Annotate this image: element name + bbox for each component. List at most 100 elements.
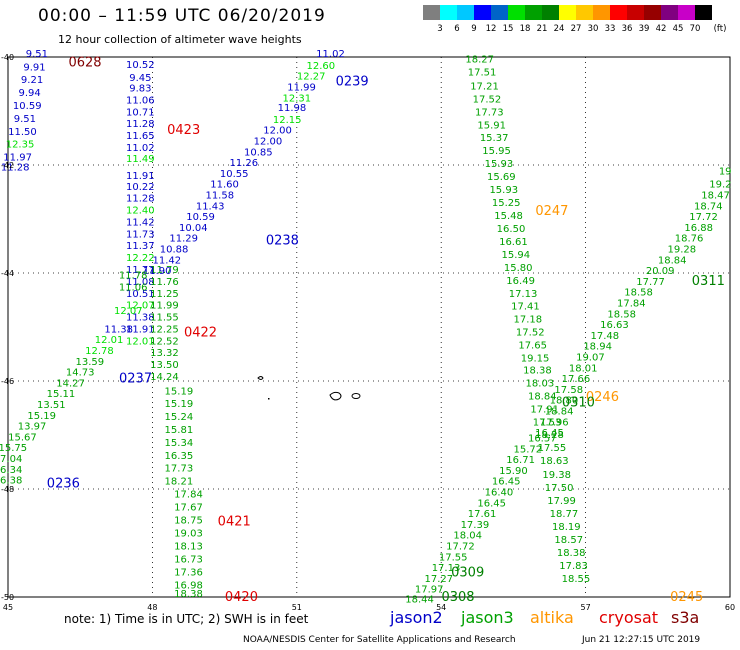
track-time-label: 0246 — [586, 390, 619, 405]
wave-height-value: 16.88 — [684, 223, 713, 234]
wave-height-value: 18.27 — [465, 54, 494, 65]
legend-label: 45 — [672, 24, 684, 34]
wave-height-value: 20.09 — [646, 266, 675, 277]
satellite-cryosat: cryosat — [599, 608, 659, 627]
wave-height-value: 15.91 — [477, 120, 506, 131]
wave-height-value: 9.94 — [19, 88, 41, 99]
track-0246: 0246 — [586, 390, 619, 405]
track-0239: 11.0212.6012.2711.9912.3111.9812.1512.00… — [143, 49, 369, 277]
wave-height-value: 15.25 — [492, 198, 521, 209]
wave-height-value: 11.38 — [126, 313, 155, 324]
legend-swatch-14 — [661, 5, 678, 20]
wave-height-value: 17.51 — [468, 67, 497, 78]
wave-height-value: 17.58 — [554, 385, 583, 396]
wave-height-value: 12.07 — [114, 306, 143, 317]
wave-height-value: 17.91 — [530, 404, 559, 415]
wave-height-value: 16.63 — [600, 320, 629, 331]
wave-height-value: 11.08 — [126, 277, 155, 288]
track-time-label: 0628 — [68, 55, 101, 70]
map-subtitle: 12 hour collection of altimeter wave hei… — [58, 33, 302, 46]
wave-height-value: 11.90 — [143, 266, 172, 277]
legend-labels: 3 6 9 12 15 18 21 24 27 30 33 36 39 42 45 70 (ft) — [423, 24, 729, 36]
track-0247: 18.27 17.51 17.21 17.52 17.73 15.91 15.37 15.95… — [465, 54, 590, 584]
legend-swatch-7 — [542, 5, 559, 20]
x-tick-label: 60 — [725, 603, 735, 612]
wave-height-value: 18.94 — [583, 342, 612, 353]
wave-height-value: 16.45 — [535, 428, 564, 439]
satellite-s3a: s3a — [671, 608, 700, 627]
wave-height-value: 16.34 — [0, 465, 22, 476]
track-time-label: 0237 — [119, 371, 152, 386]
legend-unit: (ft) — [713, 24, 727, 34]
wave-height-legend: 3 6 9 12 15 18 21 24 27 30 33 36 39 42 45 70 (ft) — [423, 5, 729, 37]
x-tick-label: 54 — [436, 603, 446, 612]
wave-height-value: 9.83 — [129, 84, 151, 95]
legend-swatch-3 — [474, 5, 491, 20]
legend-swatch-6 — [525, 5, 542, 20]
track-time-label: 0247 — [535, 204, 568, 219]
wave-height-value: 15.34 — [165, 438, 194, 449]
wave-height-value: 11.28 — [126, 194, 155, 205]
wave-height-value: 17.52 — [516, 328, 545, 339]
legend-swatch-11 — [610, 5, 627, 20]
legend-swatch-15 — [678, 5, 695, 20]
wave-height-value: 11.98 — [278, 103, 307, 114]
legend-swatch-10 — [593, 5, 610, 20]
wave-height-value: 10.85 — [244, 147, 273, 158]
wave-height-value: 17.48 — [591, 331, 620, 342]
map-grid — [7, 56, 731, 598]
legend-color-bar — [423, 5, 712, 20]
wave-height-value: 17.55 — [439, 552, 468, 563]
wave-height-value: 10.52 — [126, 60, 155, 71]
wave-height-value: 18.55 — [562, 574, 591, 585]
legend-label: 15 — [502, 24, 514, 34]
track-0420: 0420 — [225, 590, 258, 605]
track-time-label: 0245 — [670, 590, 703, 605]
map-frame — [7, 56, 731, 598]
wave-height-value: 17.50 — [545, 483, 574, 494]
wave-height-value: 19 — [719, 167, 732, 178]
wave-height-value: 15.37 — [480, 133, 509, 144]
legend-label: 70 — [689, 24, 701, 34]
wave-height-value: 16.45 — [492, 477, 521, 488]
wave-height-value: 11.02 — [126, 143, 155, 154]
wave-height-value: 10.59 — [13, 101, 42, 112]
wave-height-value: 15.81 — [165, 425, 194, 436]
wave-height-value: 15.93 — [489, 185, 518, 196]
wave-height-value: 17.53 — [533, 417, 562, 428]
wave-height-value: 17.73 — [165, 464, 194, 475]
island-outline — [257, 376, 264, 380]
wave-height-value: 15.69 — [487, 172, 516, 183]
wave-height-value: 16.50 — [497, 224, 526, 235]
wave-height-value: 17.27 — [424, 574, 453, 585]
legend-swatch-13 — [644, 5, 661, 20]
track-0308: 0308 — [441, 590, 474, 605]
wave-height-value: 14.73 — [66, 368, 95, 379]
wave-height-value: 10.59 — [186, 212, 215, 223]
wave-height-value: 18.80 — [550, 396, 579, 407]
wave-height-value: 14.24 — [150, 372, 179, 383]
legend-swatch-9 — [576, 5, 593, 20]
wave-height-value: 11.65 — [126, 131, 155, 142]
wave-height-value: 11.78 — [119, 270, 148, 281]
axis-tick-labels: 45 48 51 54 57 60 -40 -42 -44 -46 -48 -50 — [1, 53, 735, 612]
track-time-label: 0236 — [47, 477, 80, 492]
wave-height-value: 18.76 — [675, 234, 704, 245]
legend-swatch-5 — [508, 5, 525, 20]
wave-height-value: 15.75 — [0, 443, 27, 454]
wave-height-value: 13.32 — [150, 348, 179, 359]
wave-height-value: 17.36 — [174, 567, 203, 578]
wave-height-value: 18.84 — [545, 406, 574, 417]
wave-height-value: 17.84 — [617, 298, 646, 309]
wave-height-value: 11.28 — [1, 162, 30, 173]
legend-swatch-16 — [695, 5, 712, 20]
units-note: note: 1) Time is in UTC; 2) SWH is in fe… — [64, 612, 309, 626]
wave-height-value: 12.00 — [254, 136, 283, 147]
wave-height-value: 11.25 — [150, 289, 179, 300]
legend-swatch-8 — [559, 5, 576, 20]
wave-height-value: 18.28 — [535, 430, 564, 441]
wave-height-value: 11.28 — [126, 119, 155, 130]
wave-height-value: 15.95 — [482, 146, 511, 157]
wave-height-value: 15.24 — [165, 412, 194, 423]
